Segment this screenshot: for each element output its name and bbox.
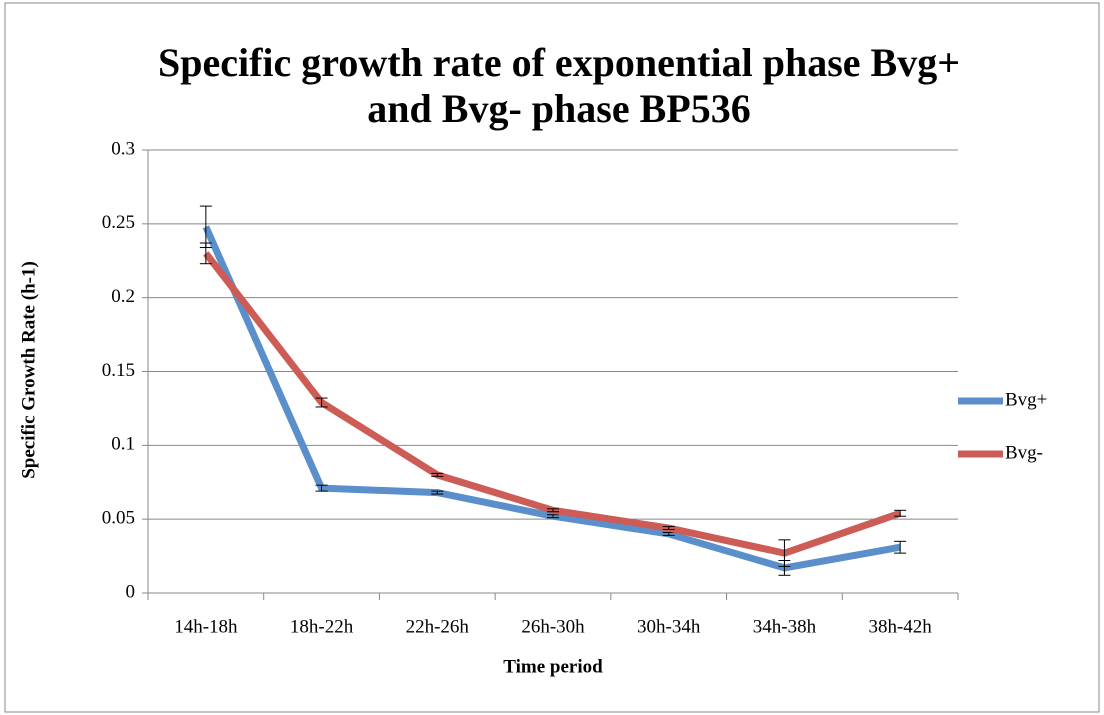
chart-frame [4,2,1100,713]
chart-title: Specific growth rate of exponential phas… [157,40,960,131]
x-tick-label: 14h-18h [174,616,238,637]
y-tick-label: 0.05 [102,508,135,529]
y-axis-label: Specific Growth Rate (h-1) [18,261,39,479]
y-tick-label: 0.2 [111,286,135,307]
y-tick-label: 0 [126,581,136,602]
y-tick-label: 0.25 [102,212,135,233]
error-bar [431,490,444,495]
error-bar [778,539,791,567]
error-bar [199,242,212,265]
x-tick-label: 22h-26h [406,616,470,637]
error-bar [315,397,328,408]
error-bar [662,526,675,531]
x-axis-label: Time period [503,656,603,677]
legend-label: Bvg- [1005,442,1043,463]
error-bar [547,508,559,513]
x-tick-label: 34h-38h [753,616,817,637]
error-bar [894,540,907,554]
x-tick-label: 30h-34h [637,616,701,637]
x-tick-label: 38h-42h [868,616,932,637]
y-tick-label: 0.15 [102,360,135,381]
legend-label: Bvg+ [1005,389,1047,410]
error-bar [894,509,907,517]
error-bar [547,514,559,519]
x-tick-label: 26h-30h [521,616,585,637]
y-tick-label: 0.3 [111,138,135,159]
x-tick-label: 18h-22h [290,616,354,637]
y-tick-label: 0.1 [111,434,135,455]
error-bar [315,484,328,492]
error-bar [431,472,444,477]
